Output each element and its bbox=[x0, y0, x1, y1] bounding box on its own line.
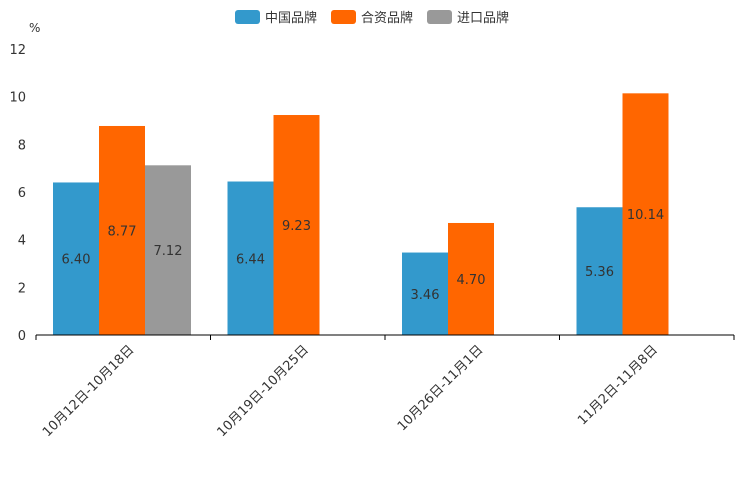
bar-value-label: 8.77 bbox=[108, 224, 137, 239]
bar bbox=[273, 115, 320, 335]
y-tick-label: 6 bbox=[18, 186, 26, 201]
legend-item-import-brand[interactable]: 进口品牌 bbox=[427, 7, 509, 26]
legend-item-joint-venture-brand[interactable]: 合资品牌 bbox=[330, 7, 413, 26]
y-tick-label: 4 bbox=[18, 234, 26, 249]
bar bbox=[145, 165, 191, 335]
y-tick-label: 2 bbox=[18, 281, 26, 296]
y-tick-label: 10 bbox=[9, 91, 26, 106]
legend: 中国品牌 合资品牌 进口品牌 bbox=[0, 7, 744, 26]
legend-label-import-brand: 进口品牌 bbox=[457, 11, 510, 26]
bar bbox=[622, 93, 669, 335]
y-axis-unit: % bbox=[29, 21, 41, 35]
y-tick-label: 8 bbox=[18, 138, 26, 153]
bar-value-label: 6.44 bbox=[236, 252, 265, 267]
legend-swatch-import-brand bbox=[427, 9, 452, 24]
x-tick-label: 11月2日-11月8日 bbox=[575, 343, 661, 429]
bar bbox=[53, 182, 99, 335]
y-tick-label: 0 bbox=[18, 329, 26, 344]
legend-label-china-brand: 中国品牌 bbox=[264, 11, 317, 26]
bar-value-label: 3.46 bbox=[411, 288, 440, 303]
bar bbox=[402, 252, 448, 335]
x-tick-label: 10月12日-10月18日 bbox=[40, 343, 137, 440]
bar bbox=[227, 181, 274, 335]
y-tick-label: 12 bbox=[9, 43, 26, 58]
x-tick-label: 10月19日-10月25日 bbox=[214, 343, 311, 440]
bar-value-label: 9.23 bbox=[282, 219, 311, 234]
bar-value-label: 10.14 bbox=[627, 208, 664, 223]
bar bbox=[448, 222, 494, 335]
bar-value-label: 4.70 bbox=[457, 273, 486, 288]
bar-value-label: 7.12 bbox=[154, 244, 183, 259]
bar bbox=[99, 125, 145, 336]
legend-swatch-joint-venture-brand bbox=[330, 9, 356, 24]
legend-label-joint-venture-brand: 合资品牌 bbox=[360, 11, 413, 26]
bar-value-label: 5.36 bbox=[585, 265, 614, 280]
x-tick-label: 10月26日-11月1日 bbox=[395, 343, 487, 435]
bar bbox=[576, 207, 623, 335]
legend-item-china-brand[interactable]: 中国品牌 bbox=[234, 7, 317, 26]
legend-swatch-china-brand bbox=[234, 9, 260, 24]
bar-value-label: 6.40 bbox=[62, 253, 91, 268]
